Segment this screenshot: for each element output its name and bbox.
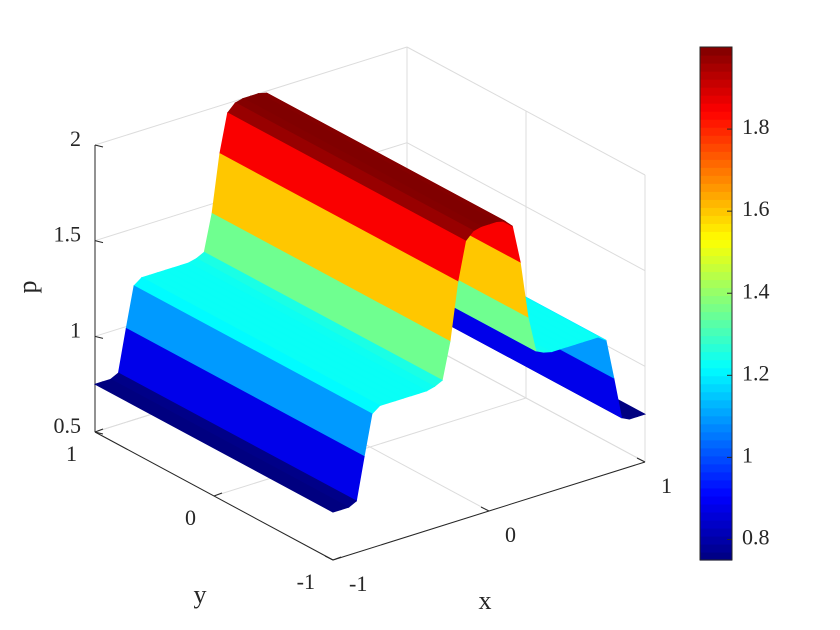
grid-line	[213, 397, 527, 497]
colorbar-segment	[700, 103, 732, 112]
colorbar-segment	[700, 471, 732, 481]
colorbar-segment	[700, 143, 732, 152]
colorbar-segment	[700, 551, 732, 561]
colorbar-segment	[700, 399, 732, 409]
colorbar-segment	[700, 263, 732, 273]
colorbar-segment	[700, 223, 732, 232]
colorbar-tick-label: 1	[742, 442, 753, 467]
colorbar-segment	[700, 183, 732, 192]
colorbar-segment	[700, 375, 732, 385]
colorbar-segment	[700, 303, 732, 313]
z-tick	[94, 144, 104, 148]
colorbar-segment	[700, 543, 732, 553]
colorbar-segment	[700, 79, 732, 88]
colorbar-segment	[700, 119, 732, 128]
y-tick	[94, 428, 104, 433]
colorbar-segment	[700, 415, 732, 425]
colorbar-segment	[700, 359, 732, 369]
y-tick	[213, 492, 223, 497]
x-tick-label: 0	[505, 522, 516, 547]
z-axis-label: p	[13, 281, 42, 294]
colorbar-tick-label: 1.4	[742, 278, 770, 303]
y-tick-label: -1	[297, 569, 315, 594]
colorbar-segment	[700, 55, 732, 64]
colorbar-segment	[700, 391, 732, 401]
colorbar-segment	[700, 287, 732, 297]
colorbar-segment	[700, 495, 732, 505]
colorbar-segment	[700, 479, 732, 489]
colorbar-tick-label: 0.8	[742, 525, 770, 550]
x-tick	[480, 506, 490, 512]
colorbar-segment	[700, 239, 732, 248]
surface-patch	[93, 381, 342, 513]
colorbar-segment	[700, 247, 732, 257]
colorbar-segment	[700, 279, 732, 289]
z-tick	[94, 335, 104, 339]
z-tick-label: 2	[70, 126, 81, 151]
colorbar-frame	[699, 46, 733, 561]
x-tick	[636, 457, 646, 463]
x-tick-label: -1	[349, 571, 367, 596]
colorbar-segment	[700, 319, 732, 329]
colorbar-segment	[700, 151, 732, 160]
colorbar-segment	[700, 423, 732, 433]
colorbar-segment	[700, 127, 732, 136]
colorbar-segment	[700, 431, 732, 441]
colorbar-segment	[700, 47, 732, 56]
grid-line	[406, 142, 646, 272]
z-tick-label: 1.5	[54, 222, 82, 247]
colorbar-segment	[700, 71, 732, 80]
y-tick	[332, 556, 342, 561]
colorbar-segment	[700, 199, 732, 208]
colorbar-segment	[700, 215, 732, 224]
colorbar-segment	[700, 367, 732, 377]
colorbar-segment	[700, 455, 732, 465]
colorbar-segment	[700, 167, 732, 176]
colorbar-segment	[700, 463, 732, 473]
colorbar-segment	[700, 135, 732, 144]
z-tick-label: 1	[70, 317, 81, 342]
z-tick	[94, 431, 104, 435]
colorbar-segment	[700, 487, 732, 497]
colorbar-segment	[700, 159, 732, 168]
colorbar-segment	[700, 311, 732, 321]
colorbar-segment	[700, 335, 732, 345]
y-axis-label: y	[194, 580, 207, 609]
colorbar-segment	[700, 343, 732, 353]
colorbar-segment	[700, 527, 732, 537]
colorbar-tick-label: 1.6	[742, 196, 770, 221]
colorbar-segment	[700, 87, 732, 96]
colorbar-tick-label: 1.8	[742, 114, 770, 139]
z-tick-label: 0.5	[54, 413, 82, 438]
colorbar-tick-label: 1.2	[742, 360, 770, 385]
colorbar-segment	[700, 503, 732, 513]
colorbar-segment	[700, 407, 732, 417]
x-tick-label: 1	[661, 473, 672, 498]
colorbar-segment	[700, 231, 732, 240]
colorbar-segment	[700, 383, 732, 393]
grid-line	[406, 46, 646, 176]
colorbar-segment	[700, 271, 732, 281]
colorbar-segment	[700, 519, 732, 529]
colorbar-segment	[700, 95, 732, 104]
colorbar-segment	[700, 191, 732, 200]
colorbar-segment	[700, 295, 732, 305]
y-tick-label: 0	[185, 505, 196, 530]
colorbar-segment	[700, 111, 732, 120]
colorbar-segment	[700, 207, 732, 216]
colorbar-segment	[700, 63, 732, 72]
colorbar-segment	[700, 535, 732, 545]
x-tick	[324, 555, 334, 561]
colorbar-segment	[700, 447, 732, 457]
y-tick-label: 1	[66, 441, 77, 466]
colorbar-segment	[700, 439, 732, 449]
x-axis-label: x	[479, 586, 492, 615]
colorbar-segment	[700, 327, 732, 337]
colorbar-segment	[700, 351, 732, 361]
colorbar-segment	[700, 175, 732, 184]
colorbar-segment	[700, 511, 732, 521]
colorbar-segment	[700, 255, 732, 265]
z-tick	[94, 240, 104, 244]
